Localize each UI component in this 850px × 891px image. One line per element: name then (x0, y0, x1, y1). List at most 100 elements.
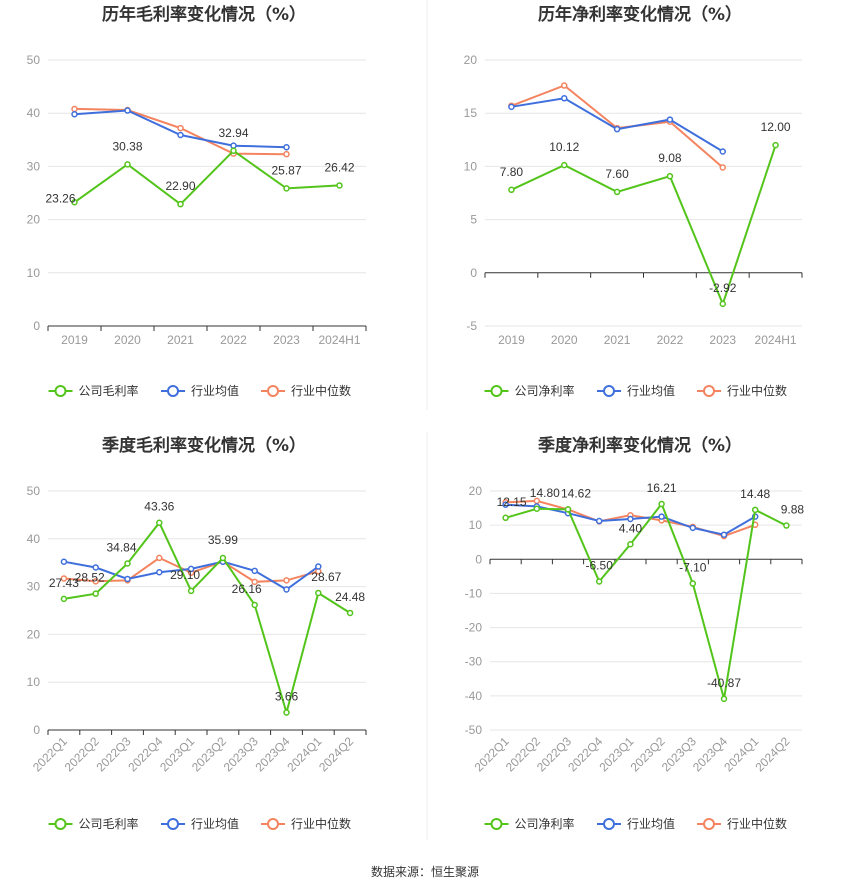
y-tick-label: -5 (466, 319, 477, 333)
legend-label: 行业均值 (191, 383, 239, 398)
data-point-company (177, 200, 184, 208)
data-label: 12.15 (497, 495, 527, 509)
chart-2: 历年净利率变化情况（%） -5 0 5 10 15 20 2019 2020 2021 2022 20… (464, 4, 803, 398)
y-tick-label: 0 (470, 266, 477, 280)
data-label: 28.67 (311, 570, 341, 584)
legend-label: 行业中位数 (291, 816, 351, 831)
data-point-industry_avg (177, 131, 184, 139)
y-tick-label: 10 (469, 518, 483, 532)
data-label: 14.48 (740, 487, 770, 501)
x-tick-label: 2020 (551, 333, 578, 347)
data-point-industry_median (156, 554, 163, 562)
y-tick-label: 10 (27, 266, 41, 280)
data-point-industry_avg (720, 531, 728, 538)
y-tick-label: 20 (469, 484, 483, 498)
data-label: 4.40 (619, 521, 643, 535)
data-point-industry_avg (502, 501, 509, 508)
x-tick-label: 2022 (220, 333, 247, 347)
data-point-company (719, 300, 726, 308)
data-label: 30.38 (112, 139, 142, 153)
data-point-company (689, 580, 697, 587)
data-point-industry_median (251, 578, 258, 586)
y-tick-label: 0 (33, 723, 40, 737)
legend-marker (167, 385, 179, 397)
y-tick-label: -10 (465, 586, 483, 600)
data-point-industry_median (92, 578, 99, 585)
data-source-note: 数据来源：恒生聚源 (371, 864, 479, 879)
y-tick-label: 10 (464, 159, 478, 173)
data-point-company (187, 587, 195, 595)
data-label: 14.62 (561, 486, 591, 500)
data-point-industry_median (60, 575, 68, 582)
x-tick-label: 2023 (273, 333, 300, 347)
data-label: 3.66 (275, 690, 299, 704)
x-tick-label: 2024H1 (755, 333, 797, 347)
data-label: 27.43 (49, 576, 79, 590)
data-point-industry_avg (613, 125, 621, 133)
x-tick-label: 2024H1 (318, 333, 360, 347)
x-tick-label: 2019 (498, 333, 525, 347)
data-point-industry_avg (187, 565, 195, 573)
data-label: 26.42 (324, 160, 354, 174)
data-point-industry_avg (666, 116, 674, 123)
x-tick-label: 2023 (709, 333, 736, 347)
legend-marker (703, 818, 715, 830)
data-point-industry_avg (251, 567, 258, 575)
chart-1: 历年毛利率变化情况（%） 0 10 20 30 40 50 2019 2020 2021 2022 2… (27, 4, 367, 398)
legend-label: 公司毛利率 (79, 383, 139, 398)
legend-marker (603, 818, 615, 830)
data-point-industry_avg (124, 107, 131, 114)
legend-marker (54, 385, 67, 397)
data-label: 29.10 (170, 568, 200, 582)
data-label: -40.87 (707, 676, 741, 690)
data-point-company (60, 595, 68, 603)
y-tick-label: 5 (470, 213, 477, 227)
data-point-industry_avg (508, 103, 515, 111)
series-line-company (505, 501, 787, 700)
data-point-company (315, 589, 322, 597)
legend-label: 行业中位数 (727, 816, 787, 831)
data-point-company (230, 147, 237, 155)
series-line-company (63, 520, 351, 717)
data-point-industry_avg (60, 558, 68, 565)
y-tick-label: 20 (27, 627, 41, 641)
chart-title: 季度毛利率变化情况（%） (102, 435, 306, 456)
data-label: 9.08 (658, 151, 682, 165)
data-point-company (561, 161, 568, 169)
chart-4: 季度净利率变化情况（%）-50-40-30-20-10010202022Q120… (465, 435, 805, 831)
series-line-industry_median (74, 107, 287, 156)
data-label: 7.60 (605, 167, 629, 181)
legend-marker (603, 385, 615, 397)
y-tick-label: 30 (27, 159, 41, 173)
legend-marker (490, 385, 503, 397)
legend-item: 公司毛利率 (48, 383, 139, 398)
x-tick-label: 2021 (167, 333, 194, 347)
data-point-industry_avg (156, 569, 163, 576)
data-label: 14.80 (530, 486, 560, 500)
chart-title: 历年净利率变化情况（%） (538, 4, 742, 25)
data-label: 32.94 (218, 126, 248, 140)
data-point-industry_avg (658, 513, 665, 520)
data-label: 43.36 (144, 500, 174, 514)
chart-3: 季度毛利率变化情况（%）010203040502022Q12022Q22022Q… (27, 435, 367, 831)
legend-label: 行业中位数 (291, 383, 351, 398)
legend-label: 公司净利率 (515, 816, 575, 831)
legend-item: 行业均值 (161, 816, 239, 831)
data-label: 35.99 (208, 533, 238, 547)
data-point-company (251, 601, 258, 609)
data-point-industry_avg (283, 586, 290, 593)
legend-label: 公司毛利率 (79, 816, 139, 831)
data-label: 16.21 (647, 481, 677, 495)
y-tick-label: 20 (27, 213, 41, 227)
x-tick-label: 2024Q2 (316, 734, 356, 774)
legend-label: 公司净利率 (515, 383, 575, 398)
legend-label: 行业均值 (191, 816, 239, 831)
data-label: 7.80 (500, 165, 524, 179)
x-tick-label: 2022 (657, 333, 684, 347)
legend-marker (267, 818, 279, 830)
data-label: 28.52 (75, 571, 105, 585)
data-point-industry_avg (561, 95, 568, 102)
data-point-company (502, 514, 509, 522)
